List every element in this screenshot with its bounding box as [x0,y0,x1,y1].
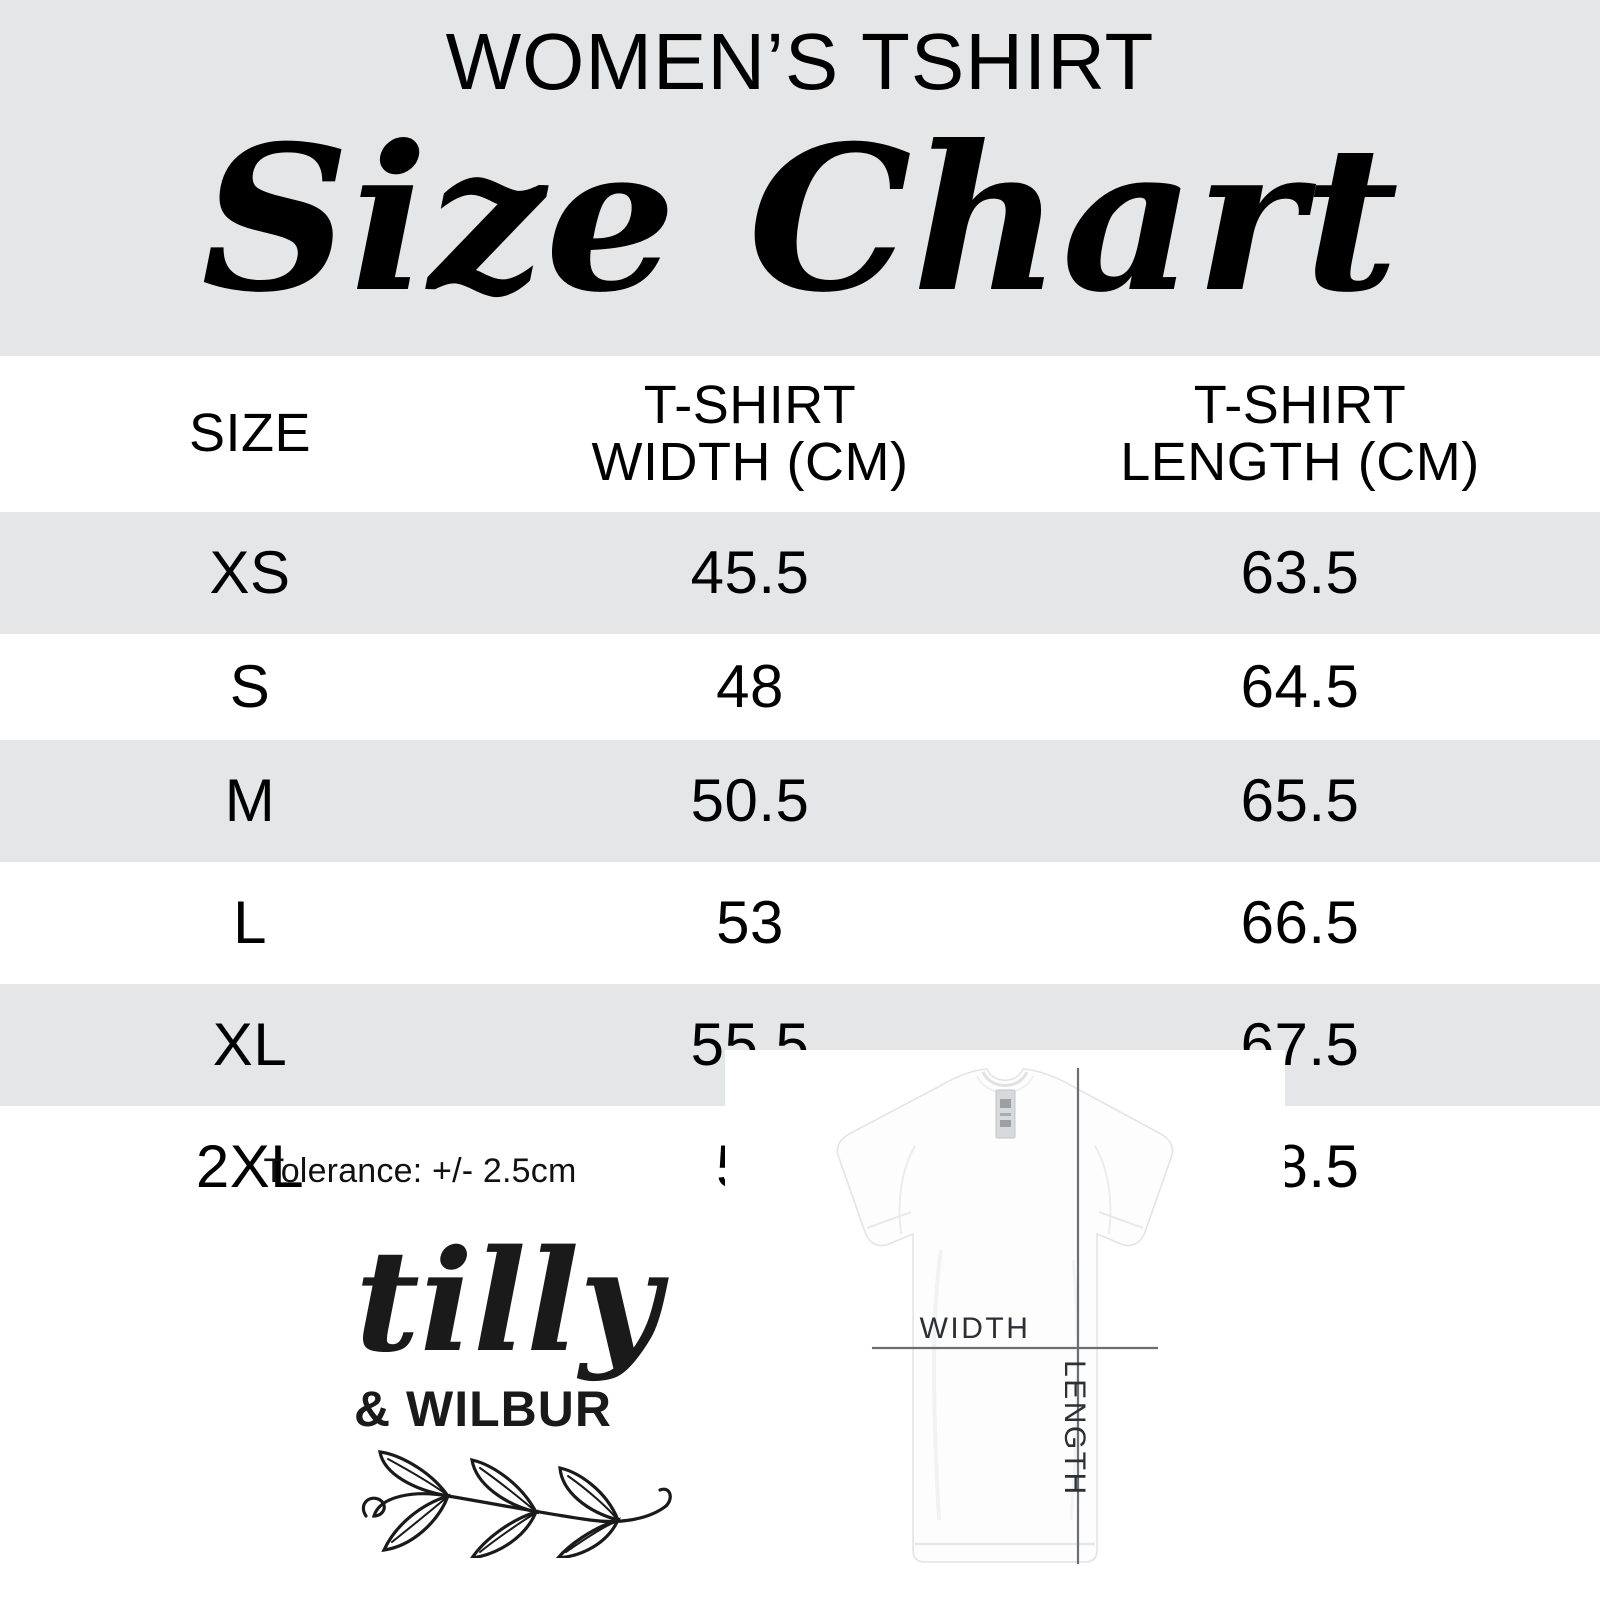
column-header-length-line2: LENGTH (CM) [1120,432,1480,492]
column-header-size-line1: SIZE [188,403,312,464]
table-row: XL 55.5 67.5 [0,984,1600,1106]
cell-size: 2XL [195,1133,305,1201]
tshirt-right-sleeve-seam [1094,1145,1112,1235]
column-header-size: SIZE [0,405,500,462]
table-row: L 53 66.5 [0,862,1600,984]
cell-length: 66.5 [1240,889,1360,957]
column-header-width-line1: T-SHIRT [643,374,857,435]
header-band: WOMEN’S TSHIRT Size Chart [0,0,1600,356]
laurel-branch-icon [361,1450,672,1558]
tshirt-silhouette [836,1068,1174,1563]
column-header-width: T-SHIRT WIDTH (CM) [500,374,1000,492]
cell-size: XL [212,1011,288,1079]
column-header-width-line2: WIDTH (CM) [591,432,909,492]
tshirt-right-sleeve-hem [1098,1211,1144,1229]
cell-length: 63.5 [1240,539,1360,607]
tolerance-note: Tolerance: +/- 2.5cm [263,1152,577,1190]
cell-size: XS [209,539,291,607]
page-title: Size Chart [201,102,1399,337]
table-row: XS 45.5 63.5 [0,512,1600,634]
tshirt-product-image: WIDTH LENGTH [725,1050,1285,1600]
page-subtitle: WOMEN’S TSHIRT [445,17,1155,106]
column-header-length-line1: T-SHIRT [1193,374,1407,435]
tshirt-left-sleeve-hem [866,1211,912,1229]
tshirt-collar [981,1071,1029,1087]
length-label: LENGTH [1058,1360,1091,1497]
brand-logo: tilly & WILBUR [318,1232,698,1562]
cell-size: S [229,653,271,721]
brand-logo-sub-name: & WILBUR [354,1381,612,1437]
table-header-row: SIZE T-SHIRT WIDTH (CM) T-SHIRT LENGTH (… [0,356,1600,512]
cell-width: 50.5 [690,767,810,835]
table-row: M 50.5 65.5 [0,740,1600,862]
cell-length: 64.5 [1240,653,1360,721]
column-header-length: T-SHIRT LENGTH (CM) [1000,374,1600,492]
cell-width: 53 [716,889,784,957]
table-row: S 48 64.5 [0,634,1600,740]
brand-logo-script-name: tilly [355,1220,661,1384]
tshirt-neck-label [995,1089,1016,1139]
cell-size: L [233,889,267,957]
size-table: SIZE T-SHIRT WIDTH (CM) T-SHIRT LENGTH (… [0,356,1600,1228]
cell-width: 45.5 [690,539,810,607]
tshirt-left-sleeve-seam [898,1145,916,1235]
cell-width: 48 [716,653,784,721]
tshirt-fabric-fold [932,1249,943,1521]
cell-size: M [224,767,276,835]
width-label: WIDTH [920,1312,1031,1345]
cell-length: 65.5 [1240,767,1360,835]
